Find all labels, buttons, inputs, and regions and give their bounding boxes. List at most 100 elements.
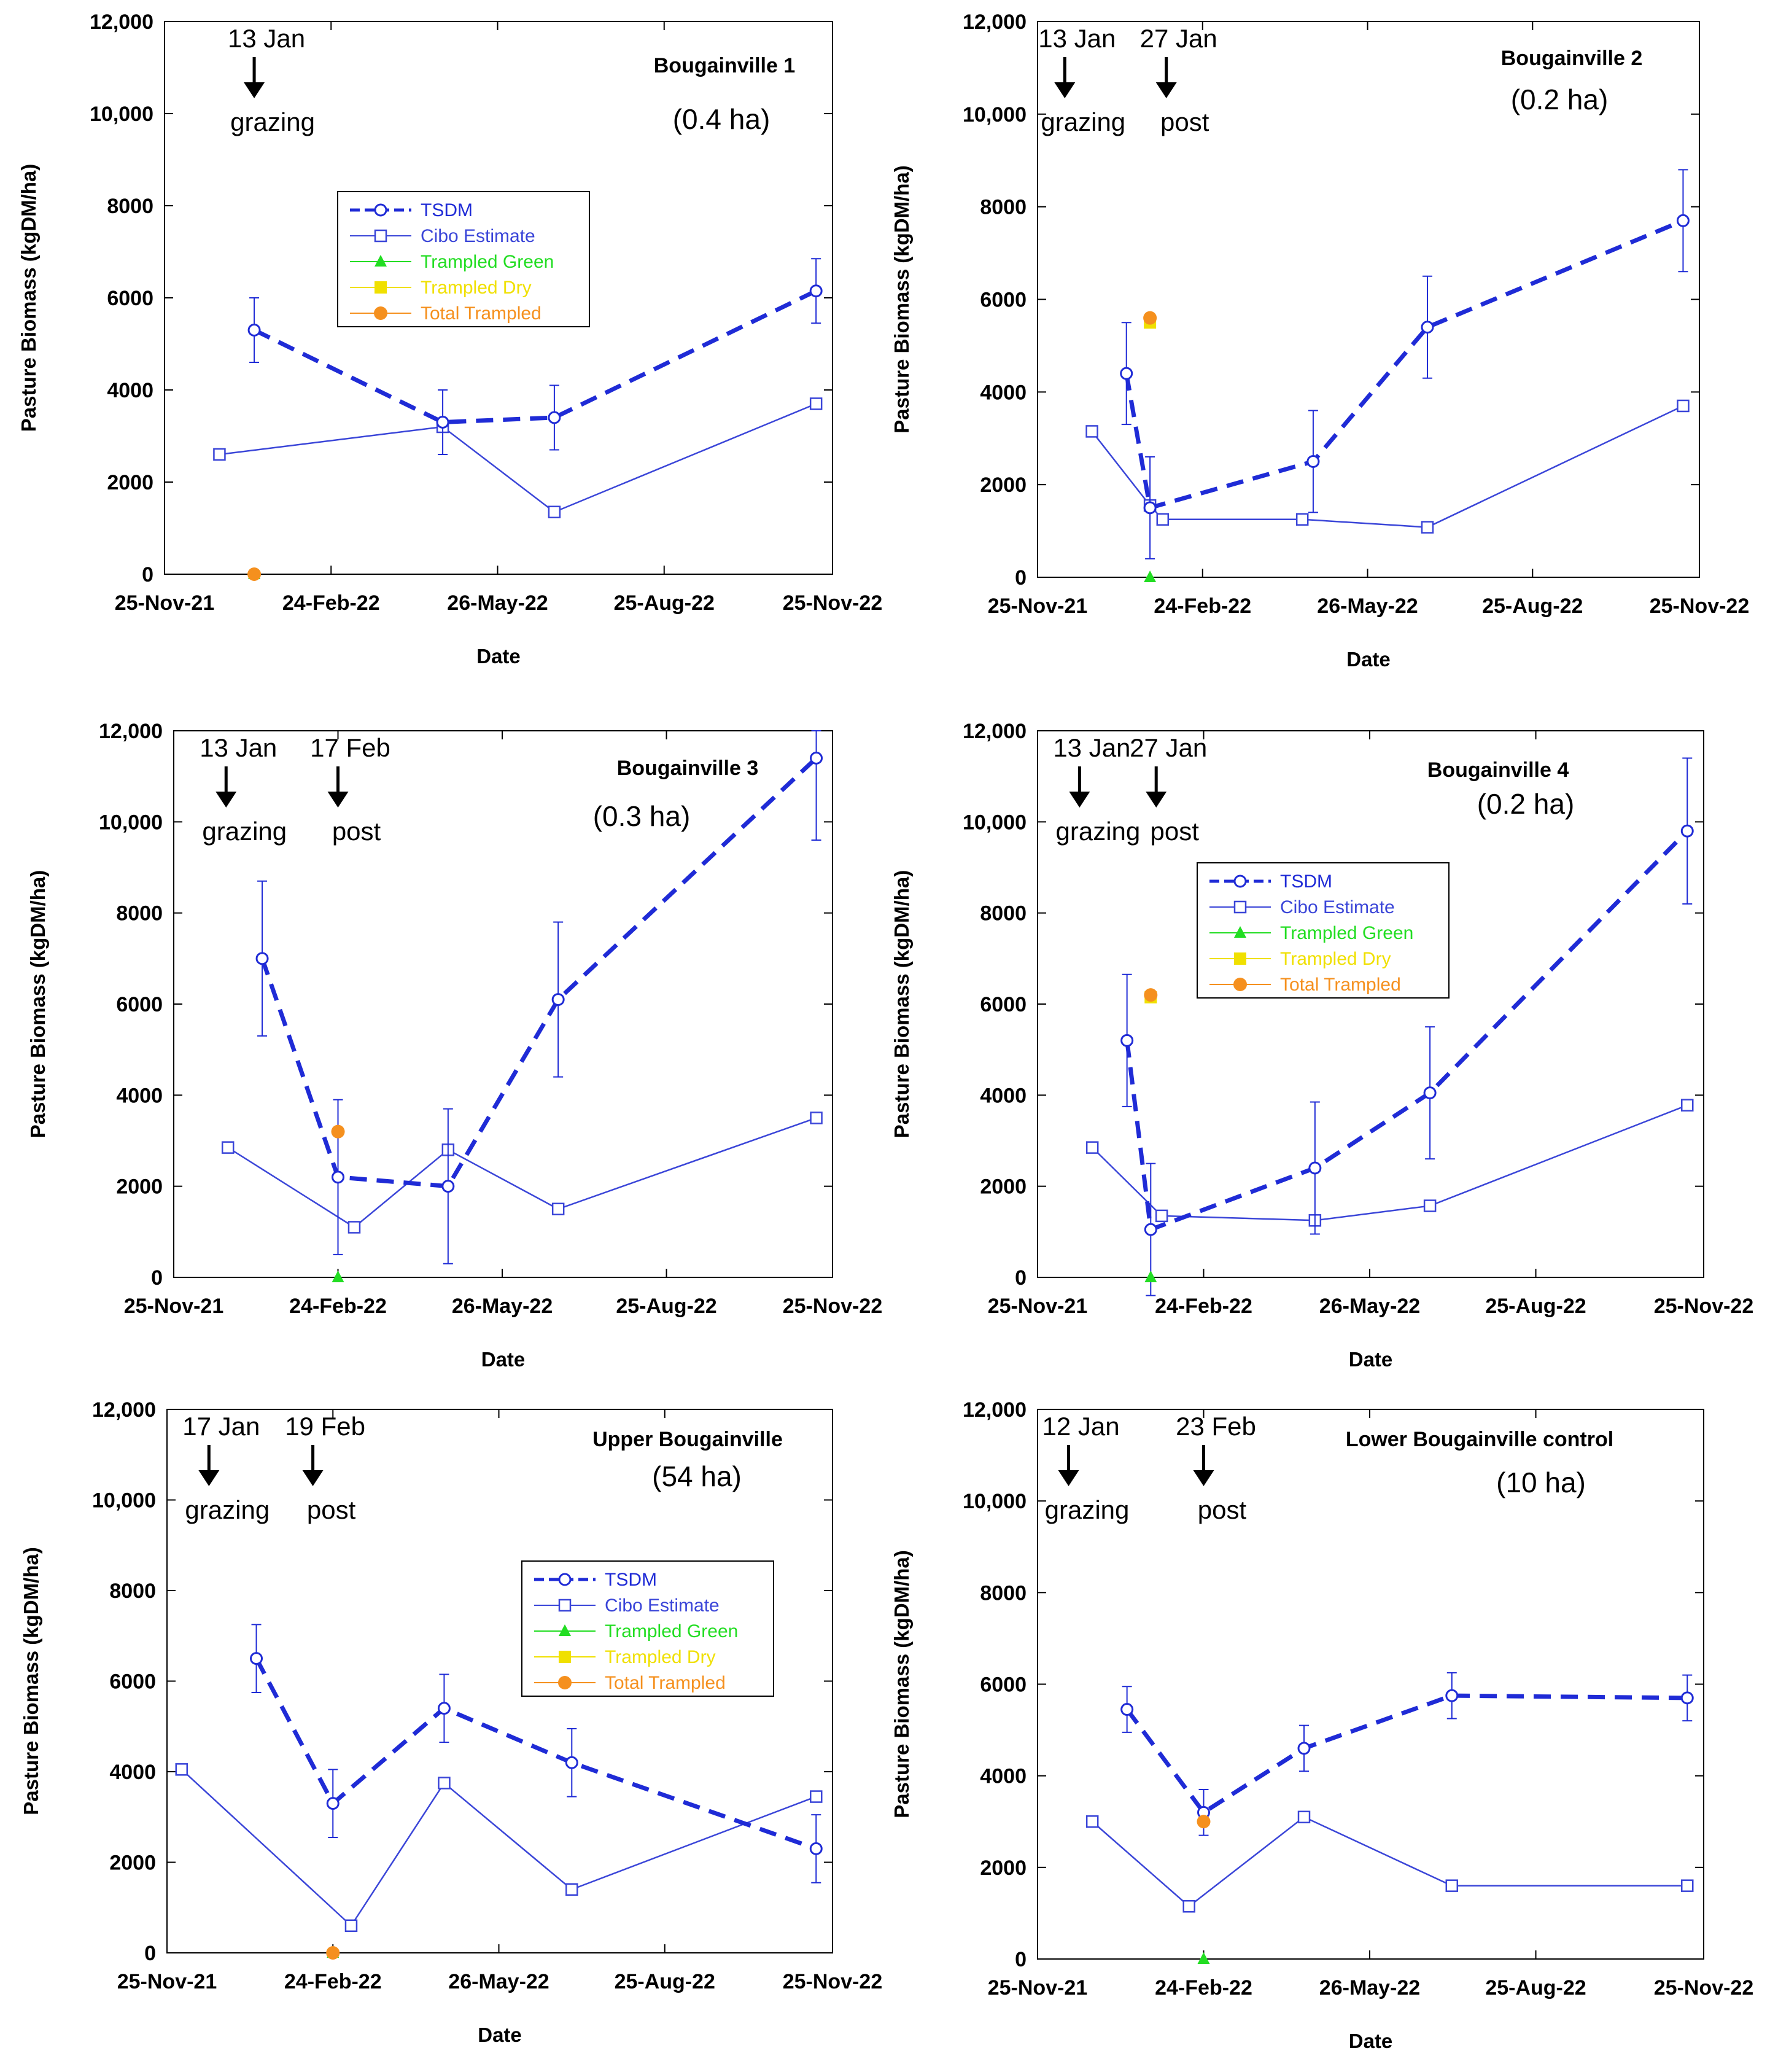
annotation: 27 Jan post (1130, 733, 1207, 846)
x-tick-label: 25-Aug-22 (616, 1295, 716, 1318)
tsdm-point (565, 1756, 578, 1769)
annotation: 19 Feb post (285, 1412, 365, 1524)
x-axis-label: Date (1349, 1348, 1393, 1371)
tsdm-line (260, 756, 818, 1189)
annotation-date: 17 Jan (182, 1412, 260, 1441)
total-trampled-point (1143, 311, 1157, 325)
tsdm-point (1120, 1034, 1134, 1047)
y-tick-label: 12,000 (963, 10, 1027, 34)
y-tick-label: 4000 (980, 381, 1027, 404)
x-tick-label: 26-May-22 (1319, 1295, 1420, 1318)
y-tick-label: 6000 (980, 1673, 1027, 1697)
legend-label: TSDM (421, 200, 473, 220)
legend-marker (374, 306, 387, 320)
chart-panel-3: 0 2000 4000 6000 8000 10,000 12,000 25-Nov-21 24… (26, 720, 882, 1371)
y-axis-label: Pasture Biomass (kgDM/ha) (890, 165, 913, 433)
x-tick-label: 25-Nov-22 (783, 1295, 883, 1318)
cibo-point (175, 1763, 188, 1776)
annotation-date: 13 Jan (228, 24, 305, 53)
legend-marker (558, 1573, 572, 1586)
trampled-green-point (332, 1271, 344, 1282)
y-tick-label: 6000 (980, 993, 1027, 1016)
y-tick-label: 8000 (980, 196, 1027, 219)
annotation-label: post (307, 1495, 356, 1524)
cibo-line (219, 403, 817, 513)
cibo-point (1445, 1879, 1459, 1892)
y-tick-label: 6000 (107, 287, 153, 310)
cibo-point (810, 1112, 823, 1124)
x-tick-label: 25-Aug-22 (615, 1970, 715, 1993)
cibo-point (344, 1919, 358, 1932)
cibo-point (809, 397, 823, 410)
y-tick-label: 0 (144, 1942, 156, 1965)
x-axis-label: Date (1349, 2030, 1393, 2052)
tsdm-point (1143, 501, 1157, 515)
cibo-point (1421, 521, 1434, 534)
legend-marker (374, 203, 387, 217)
tsdm-point (551, 993, 565, 1007)
tsdm-point (332, 1170, 345, 1184)
y-tick-label: 0 (1015, 566, 1027, 590)
cibo-point (1156, 513, 1170, 526)
annotation-label: post (1198, 1495, 1247, 1524)
legend-label: Trampled Dry (1280, 949, 1391, 969)
tsdm-line (253, 289, 817, 425)
cibo-point (438, 1777, 451, 1790)
legend-label: Trampled Green (421, 252, 554, 272)
x-tick-label: 24-Feb-22 (1155, 1976, 1252, 2000)
tsdm-point (1144, 1223, 1157, 1236)
legend-marker (559, 1651, 571, 1663)
annotation: 13 Jan grazing (1053, 733, 1140, 846)
annotation-label: grazing (1041, 107, 1125, 136)
tsdm-point (436, 416, 449, 429)
cibo-point (1297, 1810, 1311, 1824)
total-trampled-point (326, 1946, 340, 1960)
annotation: 13 Jan grazing (200, 733, 287, 846)
x-tick-label: 25-Nov-21 (988, 594, 1088, 618)
cibo-point (347, 1221, 361, 1234)
x-tick-label: 26-May-22 (1319, 1976, 1420, 2000)
y-tick-label: 0 (151, 1266, 163, 1290)
y-tick-label: 10,000 (963, 1490, 1027, 1513)
area-label: (10 ha) (1496, 1466, 1586, 1498)
chart-panel-6: 0 2000 4000 6000 8000 10,000 12,000 25-Nov-21 24… (890, 1398, 1753, 2052)
legend-label: TSDM (1280, 871, 1332, 892)
cibo-point (1680, 1099, 1694, 1112)
annotation-label: grazing (1055, 817, 1140, 846)
cibo-line (1092, 1104, 1688, 1221)
legend: TSDM Cibo Estimate Trampled Green Trampled … (1197, 862, 1450, 999)
annotation-date: 13 Jan (1038, 24, 1116, 53)
legend-label: Cibo Estimate (421, 226, 535, 246)
cibo-point (1423, 1199, 1437, 1212)
cibo-point (213, 448, 226, 461)
tsdm-point (810, 752, 823, 765)
x-tick-label: 24-Feb-22 (1154, 594, 1251, 618)
annotation: 13 Jan grazing (228, 24, 315, 136)
trampled-green-point (1197, 1952, 1210, 1964)
annotation: 12 Jan grazing (1042, 1412, 1129, 1524)
cibo-point (810, 1790, 823, 1803)
annotation-label: grazing (230, 107, 315, 136)
y-tick-label: 8000 (980, 1581, 1027, 1605)
tsdm-point (1308, 1161, 1322, 1175)
tsdm-point (1297, 1742, 1311, 1755)
tsdm-point (250, 1652, 263, 1665)
annotation-date: 12 Jan (1042, 1412, 1119, 1441)
chart-title: Bougainville 1 (654, 54, 796, 77)
tsdm-point (809, 1842, 823, 1855)
annotation-label: grazing (185, 1495, 270, 1524)
annotation: 27 Jan post (1140, 24, 1217, 136)
legend-marker (1233, 874, 1247, 888)
annotation-date: 19 Feb (285, 1412, 365, 1441)
y-tick-label: 12,000 (99, 720, 163, 743)
cibo-line (180, 1769, 817, 1927)
annotation-label: post (1160, 107, 1209, 136)
arrow-head (1146, 792, 1167, 808)
legend-label: Trampled Dry (605, 1647, 716, 1667)
x-tick-label: 25-Nov-22 (1654, 1976, 1754, 2000)
area-label: (0.4 ha) (673, 103, 770, 135)
tsdm-line (1125, 1693, 1688, 1816)
y-tick-label: 6000 (980, 289, 1027, 312)
tsdm-point (1680, 824, 1694, 838)
y-tick-label: 12,000 (90, 10, 153, 34)
